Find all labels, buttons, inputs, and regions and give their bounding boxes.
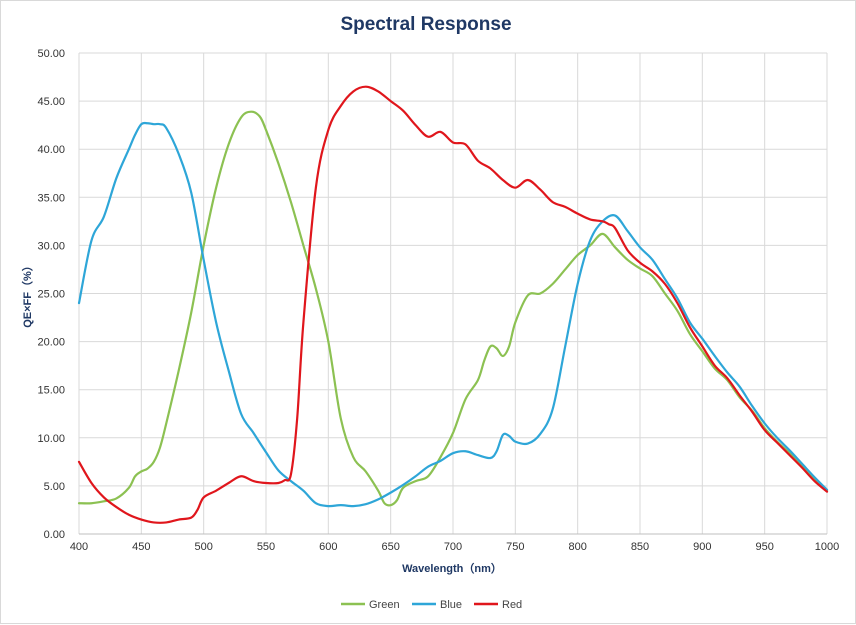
x-tick-label: 650 xyxy=(381,541,399,553)
y-axis-title: QE×FF（%） xyxy=(21,260,34,328)
series-line-green xyxy=(77,110,829,507)
x-tick-label: 950 xyxy=(755,541,773,553)
legend-label-blue: Blue xyxy=(440,599,462,611)
x-tick-label: 600 xyxy=(319,541,337,553)
legend-label-green: Green xyxy=(369,599,400,611)
x-tick-label: 750 xyxy=(506,541,524,553)
y-tick-label: 45.00 xyxy=(37,96,65,108)
x-tick-label: 1000 xyxy=(815,541,839,553)
y-tick-label: 30.00 xyxy=(37,240,65,252)
x-tick-label: 850 xyxy=(631,541,649,553)
x-tick-label: 900 xyxy=(693,541,711,553)
x-tick-label: 700 xyxy=(444,541,462,553)
y-tick-label: 5.00 xyxy=(44,481,65,493)
series-lines xyxy=(77,85,829,524)
y-tick-label: 25.00 xyxy=(37,289,65,301)
y-tick-label: 50.00 xyxy=(37,48,65,60)
x-tick-label: 550 xyxy=(257,541,275,553)
tick-labels: 400 450 500 550 600 650 700 750 800 850 900 950 1000… xyxy=(37,48,839,553)
y-tick-label: 35.00 xyxy=(37,192,65,204)
y-tick-label: 40.00 xyxy=(37,144,65,156)
chart-title: Spectral Response xyxy=(340,14,511,35)
gridlines xyxy=(78,52,828,535)
series-line-red xyxy=(77,85,829,524)
x-tick-label: 400 xyxy=(70,541,88,553)
x-tick-label: 450 xyxy=(132,541,150,553)
series-line-blue xyxy=(77,121,829,508)
legend-label-red: Red xyxy=(502,599,522,611)
legend: Green Blue Red xyxy=(341,599,522,611)
x-axis-title: Wavelength（nm） xyxy=(402,562,502,575)
y-tick-label: 20.00 xyxy=(37,337,65,349)
y-tick-label: 0.00 xyxy=(44,529,65,541)
x-tick-label: 800 xyxy=(568,541,586,553)
y-tick-label: 10.00 xyxy=(37,433,65,445)
x-tick-label: 500 xyxy=(194,541,212,553)
y-tick-label: 15.00 xyxy=(37,385,65,397)
